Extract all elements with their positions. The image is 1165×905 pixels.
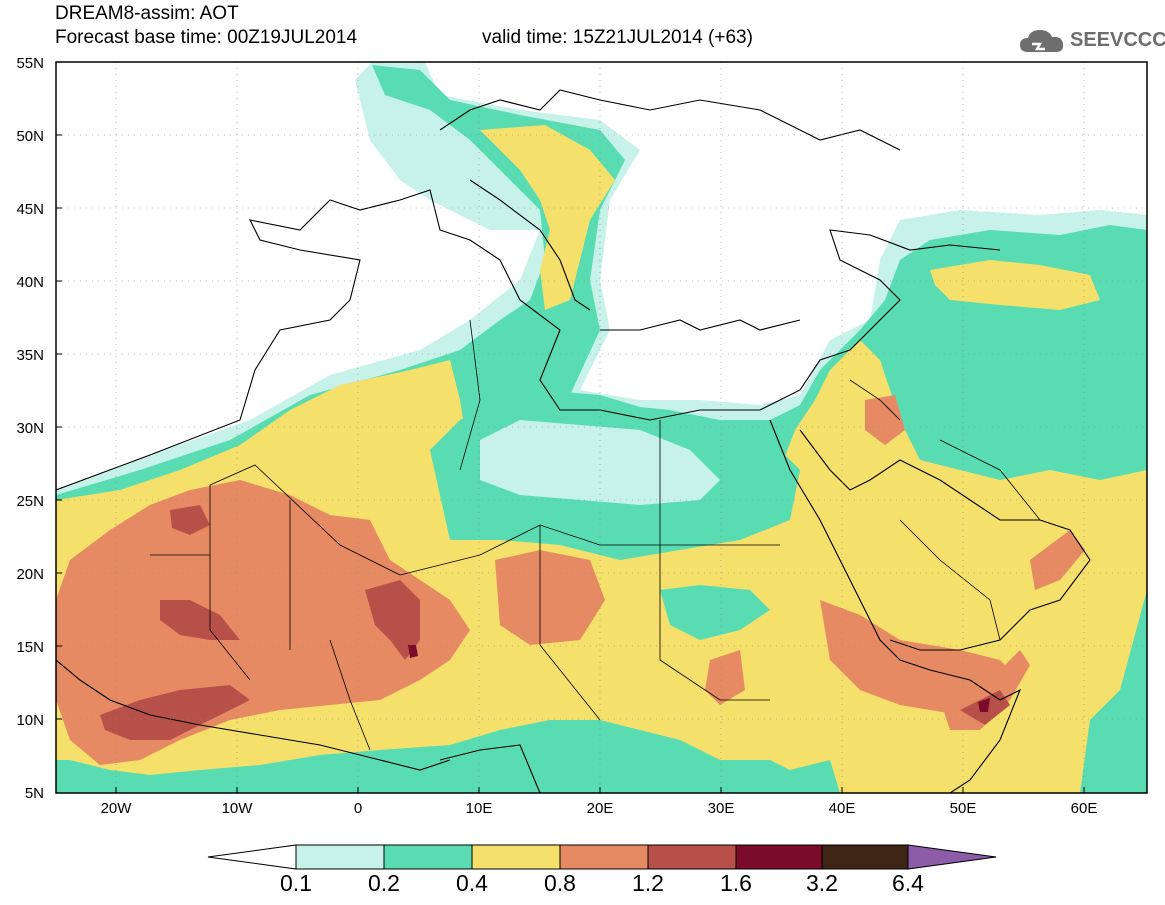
- lat-label-45n: 45N: [16, 201, 44, 218]
- colorbar-seg-0.4: [471, 844, 561, 870]
- lat-label-50n: 50N: [16, 128, 44, 145]
- colorbar-seg-0.2: [383, 844, 473, 870]
- lat-label-10n: 10N: [16, 712, 44, 729]
- country-borders: [150, 319, 1041, 751]
- aot-contour-1.2-sahara: [170, 505, 210, 535]
- lon-label-10e: 10E: [465, 800, 493, 817]
- aot-contour-0.4-caspian: [930, 260, 1100, 310]
- seevccc-logo: SEEVCCC: [1018, 26, 1165, 56]
- colorbar-seg-0.8: [559, 844, 649, 870]
- aot-contour-1.6-niger: [408, 645, 418, 658]
- lon-label-0: 0: [353, 800, 363, 817]
- aot-contour-1.2-west: [100, 685, 250, 740]
- colorbar-seg-1.2: [647, 844, 737, 870]
- colorbar-label-0.4: 0.4: [456, 870, 488, 896]
- aot-contour-0.4-north: [480, 125, 615, 310]
- forecast-base-time: Forecast base time: 00Z19JUL2014: [55, 27, 358, 48]
- map-title: DREAM8-assim: AOT: [55, 3, 239, 24]
- aot-contour-1.2-niger: [365, 580, 420, 660]
- colorbar-label-1.6: 1.6: [720, 870, 752, 896]
- lat-label-20n: 20N: [16, 566, 44, 583]
- colorbar-label-0.1: 0.1: [280, 870, 312, 896]
- colorbar-high-arrow: [907, 844, 997, 870]
- axis-ticks: [56, 61, 1085, 794]
- aot-contour-0.8-kenya: [705, 650, 745, 705]
- lat-label-35n: 35N: [16, 347, 44, 364]
- lon-label-50e: 50E: [949, 800, 977, 817]
- logo-text: SEEVCCC: [1070, 29, 1165, 51]
- aot-contour-1.6-somalia: [978, 698, 990, 712]
- aot-contour-0.2-sudan: [660, 585, 770, 640]
- colorbar-label-6.4: 6.4: [892, 870, 924, 896]
- lon-label-60e: 60E: [1070, 800, 1098, 817]
- lon-label-20e: 20E: [586, 800, 614, 817]
- lat-label-30n: 30N: [16, 420, 44, 437]
- cloud-icon: [1020, 30, 1064, 52]
- lat-label-40n: 40N: [16, 274, 44, 291]
- colorbar-low-arrow: [207, 844, 297, 870]
- colorbar-seg-1.6: [735, 844, 823, 870]
- aot-contour-0.8-oman: [1030, 530, 1085, 590]
- lat-label-25n: 25N: [16, 493, 44, 510]
- colorbar-label-1.2: 1.2: [632, 870, 664, 896]
- lon-label-20w: 20W: [100, 800, 132, 817]
- colorbar-label-3.2: 3.2: [806, 870, 838, 896]
- colorbar-label-0.8: 0.8: [544, 870, 576, 896]
- lat-label-5n: 5N: [24, 785, 44, 802]
- colorbar-seg-3.2: [821, 844, 909, 870]
- lat-label-15n: 15N: [16, 639, 44, 656]
- lon-label-10w: 10W: [221, 800, 253, 817]
- aot-contour-0.8: [56, 480, 470, 765]
- colorbar-label-0.2: 0.2: [368, 870, 400, 896]
- coastlines: [56, 89, 1091, 793]
- aot-contour-0.8-chad: [495, 550, 605, 645]
- colorbar-seg-0.1: [295, 844, 385, 870]
- aot-contour-0.8-arabia: [820, 600, 1020, 715]
- colorbar: [207, 844, 997, 870]
- lon-label-40e: 40E: [828, 800, 856, 817]
- aot-contour-0.8-iraq: [865, 395, 905, 445]
- lat-label-55n: 55N: [16, 55, 44, 72]
- aot-field: [56, 62, 1147, 793]
- valid-time: valid time: 15Z21JUL2014 (+63): [482, 27, 753, 48]
- aot-contour-1.2: [160, 600, 240, 640]
- lon-label-30e: 30E: [707, 800, 735, 817]
